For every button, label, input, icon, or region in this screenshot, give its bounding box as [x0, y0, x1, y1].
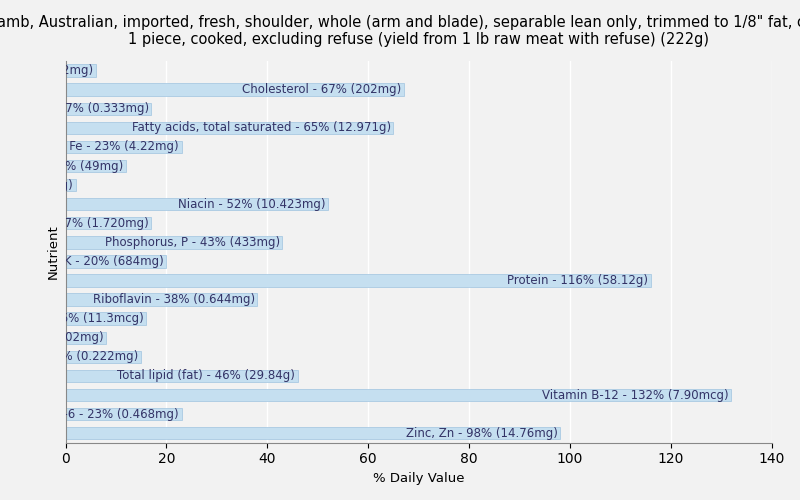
Text: Vitamin B-6 - 23% (0.468mg): Vitamin B-6 - 23% (0.468mg): [6, 408, 179, 420]
Text: Calcium, Ca - 6% (62mg): Calcium, Ca - 6% (62mg): [0, 64, 94, 77]
Bar: [66, 236, 282, 248]
Bar: [66, 140, 182, 153]
Bar: [66, 217, 151, 230]
Text: Zinc, Zn - 98% (14.76mg): Zinc, Zn - 98% (14.76mg): [406, 426, 558, 440]
Bar: [66, 332, 106, 344]
Text: Manganese, Mn - 2% (0.031mg): Manganese, Mn - 2% (0.031mg): [0, 178, 73, 192]
Text: Protein - 116% (58.12g): Protein - 116% (58.12g): [507, 274, 648, 287]
Bar: [66, 64, 96, 77]
Bar: [66, 389, 731, 401]
Text: Cholesterol - 67% (202mg): Cholesterol - 67% (202mg): [242, 83, 401, 96]
Text: Vitamin B-12 - 132% (7.90mcg): Vitamin B-12 - 132% (7.90mcg): [542, 388, 729, 402]
Text: Total lipid (fat) - 46% (29.84g): Total lipid (fat) - 46% (29.84g): [118, 370, 295, 382]
Bar: [66, 84, 403, 96]
Bar: [66, 294, 258, 306]
Bar: [66, 408, 182, 420]
Bar: [66, 102, 151, 115]
Title: Lamb, Australian, imported, fresh, shoulder, whole (arm and blade), separable le: Lamb, Australian, imported, fresh, shoul…: [0, 15, 800, 48]
Bar: [66, 427, 560, 440]
Y-axis label: Nutrient: Nutrient: [47, 224, 60, 280]
Text: Potassium, K - 20% (684mg): Potassium, K - 20% (684mg): [0, 255, 164, 268]
Bar: [66, 179, 76, 192]
Text: Sodium, Na - 8% (202mg): Sodium, Na - 8% (202mg): [0, 332, 103, 344]
Bar: [66, 255, 166, 268]
Text: Copper, Cu - 17% (0.333mg): Copper, Cu - 17% (0.333mg): [0, 102, 149, 116]
Bar: [66, 370, 298, 382]
Text: Phosphorus, P - 43% (433mg): Phosphorus, P - 43% (433mg): [105, 236, 280, 249]
Text: Magnesium, Mg - 12% (49mg): Magnesium, Mg - 12% (49mg): [0, 160, 123, 172]
Text: Selenium, Se - 16% (11.3mcg): Selenium, Se - 16% (11.3mcg): [0, 312, 144, 325]
Text: Riboflavin - 38% (0.644mg): Riboflavin - 38% (0.644mg): [93, 293, 254, 306]
X-axis label: % Daily Value: % Daily Value: [373, 472, 465, 485]
Bar: [66, 198, 328, 210]
Text: Pantothenic acid - 17% (1.720mg): Pantothenic acid - 17% (1.720mg): [0, 217, 149, 230]
Text: Thiamin - 15% (0.222mg): Thiamin - 15% (0.222mg): [0, 350, 138, 364]
Bar: [66, 312, 146, 325]
Bar: [66, 122, 394, 134]
Text: Fatty acids, total saturated - 65% (12.971g): Fatty acids, total saturated - 65% (12.9…: [132, 122, 391, 134]
Text: Niacin - 52% (10.423mg): Niacin - 52% (10.423mg): [178, 198, 326, 210]
Bar: [66, 350, 142, 363]
Bar: [66, 274, 650, 286]
Text: Iron, Fe - 23% (4.22mg): Iron, Fe - 23% (4.22mg): [39, 140, 179, 153]
Bar: [66, 160, 126, 172]
